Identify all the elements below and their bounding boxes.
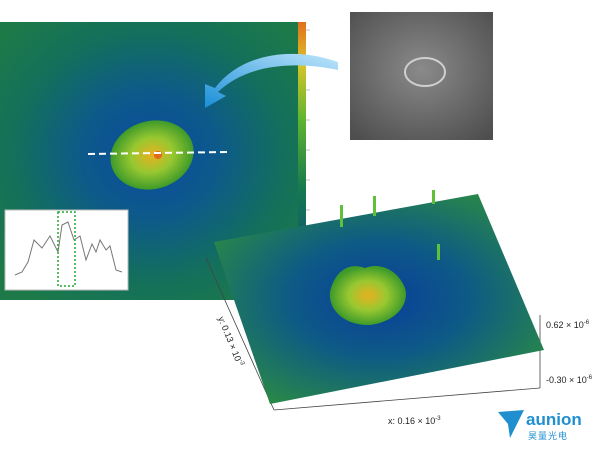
profile-highlight bbox=[57, 211, 76, 287]
profile-inset bbox=[4, 209, 129, 291]
text-part: -6 bbox=[587, 375, 593, 381]
text-part: -3 bbox=[238, 359, 246, 367]
text-part: -3 bbox=[435, 416, 441, 422]
z-min-label: -0.30 × 10-6 bbox=[546, 375, 593, 385]
text-part: -0.30 × 10 bbox=[546, 375, 587, 385]
x-axis-label: x: 0.16 × 10-3 bbox=[388, 416, 441, 426]
logo-subtitle: 昊量光电 bbox=[528, 430, 568, 441]
text-part: 0.62 × 10 bbox=[546, 320, 584, 330]
text-part: y: 0.13 × 10 bbox=[216, 315, 243, 363]
text-part: x: 0.16 × 10 bbox=[388, 416, 435, 426]
surface-peak bbox=[329, 266, 406, 326]
logo-icon bbox=[498, 410, 524, 438]
arrow bbox=[205, 53, 338, 108]
text-part: -6 bbox=[584, 320, 590, 326]
y-axis-label: y: 0.13 × 10-3 bbox=[216, 315, 245, 368]
logo-name: aunion bbox=[526, 410, 582, 429]
microscope-image bbox=[350, 12, 493, 140]
profile-line bbox=[87, 151, 229, 155]
profile-curve bbox=[14, 221, 123, 276]
z-max-label: 0.62 × 10-6 bbox=[546, 320, 590, 330]
color-bar bbox=[298, 22, 306, 300]
cell-heat-spot bbox=[110, 120, 194, 190]
surface-frame bbox=[205, 257, 541, 411]
surface-spikes bbox=[340, 190, 440, 260]
microscope-cell bbox=[404, 57, 446, 87]
